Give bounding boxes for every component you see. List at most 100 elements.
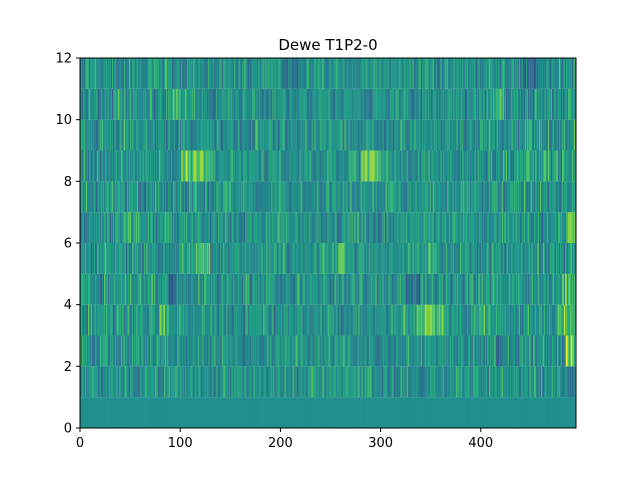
heatmap-cell: [267, 243, 269, 274]
heatmap-cell: [503, 181, 506, 213]
heatmap-cell: [258, 366, 260, 398]
heatmap-cell: [506, 119, 509, 151]
heatmap-cell: [225, 366, 227, 398]
heatmap-cell: [420, 397, 423, 428]
heatmap-cell: [196, 119, 198, 151]
heatmap-cell: [420, 304, 423, 336]
heatmap-cell: [117, 243, 119, 274]
heatmap-cell: [417, 304, 420, 336]
heatmap-cell: [472, 397, 475, 428]
heatmap-cell: [292, 397, 294, 428]
heatmap-cell: [485, 119, 488, 151]
heatmap-cell: [488, 150, 491, 182]
heatmap-cell: [260, 397, 262, 428]
heatmap-cell: [501, 304, 504, 336]
heatmap-cell: [451, 212, 454, 243]
heatmap-cell: [278, 119, 280, 151]
heatmap-cell: [149, 335, 151, 367]
heatmap-cell: [117, 181, 119, 213]
heatmap-cell: [197, 273, 199, 305]
heatmap-cell: [194, 212, 196, 243]
heatmap-cell: [81, 119, 83, 151]
heatmap-cell: [477, 181, 480, 213]
heatmap-cell: [566, 243, 569, 274]
heatmap-cell: [344, 119, 346, 151]
heatmap-cell: [238, 304, 240, 336]
heatmap-cell: [520, 304, 523, 336]
heatmap-cell: [244, 150, 246, 182]
heatmap-cell: [313, 181, 315, 213]
heatmap-cell: [238, 335, 240, 367]
heatmap-cell: [154, 181, 156, 213]
heatmap-cell: [368, 304, 370, 336]
heatmap-cell: [304, 397, 306, 428]
heatmap-cell: [190, 119, 192, 151]
heatmap-cell: [452, 304, 455, 336]
heatmap-cell: [265, 119, 267, 151]
heatmap-cell: [296, 119, 298, 151]
heatmap-cell: [559, 397, 562, 428]
heatmap-cell: [539, 243, 542, 274]
heatmap-cell: [437, 181, 440, 213]
heatmap-cell: [243, 212, 245, 243]
heatmap-cell: [400, 397, 402, 428]
heatmap-cell: [519, 366, 522, 398]
heatmap-cell: [118, 119, 120, 151]
heatmap-cell: [566, 397, 569, 428]
heatmap-cell: [175, 119, 177, 151]
heatmap-cell: [169, 273, 171, 305]
heatmap-cell: [331, 243, 333, 274]
heatmap-cell: [193, 150, 195, 182]
heatmap-cell: [214, 366, 216, 398]
heatmap-cell: [291, 304, 293, 336]
heatmap-cell: [430, 181, 433, 213]
heatmap-cell: [403, 335, 405, 367]
heatmap-cell: [418, 366, 421, 398]
heatmap-cell: [276, 212, 278, 243]
heatmap-cell: [99, 273, 101, 305]
heatmap-cell: [378, 304, 380, 336]
heatmap-cell: [466, 366, 469, 398]
heatmap-cell: [421, 273, 424, 305]
heatmap-cell: [432, 212, 435, 243]
heatmap-cell: [260, 181, 262, 213]
heatmap-cell: [323, 366, 325, 398]
heatmap-cell: [167, 243, 169, 274]
heatmap-cell: [348, 273, 350, 305]
heatmap-cell: [455, 181, 458, 213]
heatmap-cell: [347, 366, 349, 398]
heatmap-cell: [375, 304, 377, 336]
heatmap-cell: [299, 150, 301, 182]
heatmap-cell: [383, 304, 385, 336]
heatmap-cell: [451, 366, 454, 398]
heatmap-cell: [412, 366, 415, 398]
heatmap-cell: [469, 243, 472, 274]
heatmap-cell: [256, 150, 258, 182]
heatmap-cell: [367, 150, 369, 182]
heatmap-cell: [188, 304, 190, 336]
heatmap-cell: [253, 273, 255, 305]
heatmap-cell: [84, 335, 86, 367]
heatmap-cell: [247, 212, 249, 243]
heatmap-cell: [191, 212, 193, 243]
heatmap-cell: [179, 397, 181, 428]
heatmap-cell: [170, 119, 172, 151]
heatmap-cell: [494, 181, 497, 213]
heatmap-cell: [422, 335, 425, 367]
heatmap-cell: [229, 119, 231, 151]
heatmap-cell: [142, 335, 144, 367]
heatmap-cell: [169, 212, 171, 243]
heatmap-cell: [133, 366, 135, 398]
heatmap-cell: [423, 181, 426, 213]
heatmap-cell: [469, 304, 472, 336]
heatmap-cell: [92, 335, 94, 367]
heatmap-cell: [555, 366, 558, 398]
heatmap-cell: [195, 273, 197, 305]
heatmap-cell: [491, 119, 494, 151]
heatmap-cell: [441, 181, 444, 213]
heatmap-cell: [293, 304, 295, 336]
heatmap-cell: [144, 304, 146, 336]
heatmap-cell: [334, 150, 336, 182]
heatmap-cell: [153, 273, 155, 305]
heatmap-cell: [376, 243, 378, 274]
